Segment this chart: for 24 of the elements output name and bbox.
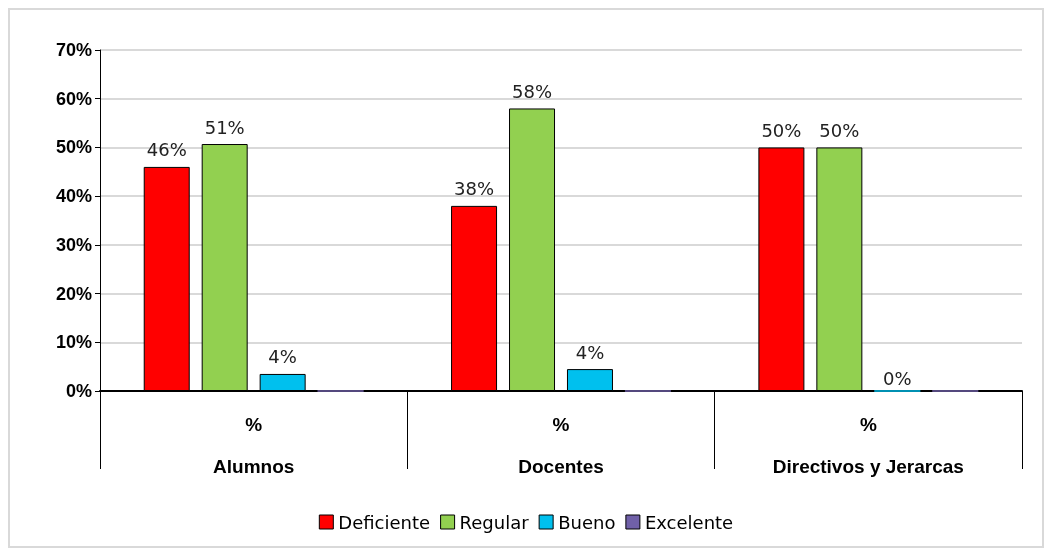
data-label: 50% [819, 119, 860, 141]
data-label: 4% [268, 346, 297, 368]
y-tick-label: 70% [55, 40, 92, 60]
data-label: 51% [204, 116, 245, 138]
y-tick-label: 30% [55, 234, 92, 255]
x-tick-label: % Alumnos [213, 413, 295, 477]
x-tick-label: % Directivos y Jerarcas [772, 413, 964, 477]
y-tick-label: 0% [65, 381, 92, 401]
y-tick-label: 50% [55, 137, 92, 158]
data-label: 38% [454, 178, 495, 200]
data-label: 4% [575, 341, 605, 363]
y-tick-label: 60% [55, 88, 92, 109]
data-label: 58% [512, 80, 553, 102]
legend-label: Deficiente [338, 511, 431, 533]
data-label: 46% [146, 139, 187, 161]
y-tick-label: 20% [55, 283, 92, 304]
y-tick-label: 40% [55, 186, 92, 207]
legend-label: Excelente [644, 511, 734, 533]
y-tick-label: 10% [55, 332, 92, 353]
data-label: 50% [761, 119, 802, 141]
data-label: 0% [883, 368, 912, 389]
legend-label: Regular [459, 511, 530, 533]
x-tick-label: % Docentes [518, 413, 604, 477]
legend-label: Bueno [558, 511, 616, 533]
